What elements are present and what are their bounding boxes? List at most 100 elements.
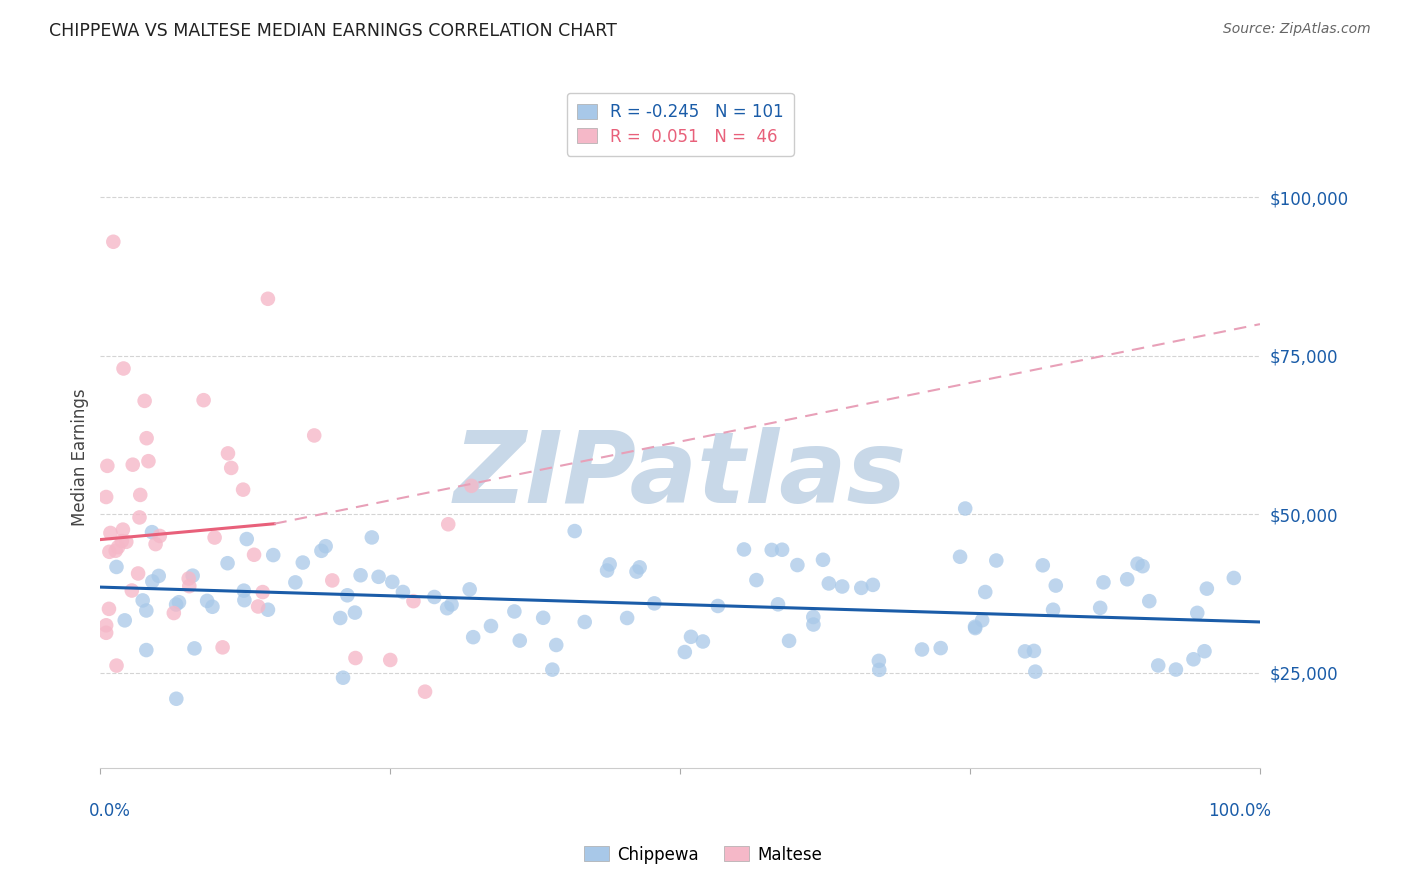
Point (1137, 594, 1160, 608)
Point (193, 393, 215, 408)
Point (129, 488, 152, 502)
Text: ZIPatlas: ZIPatlas (454, 427, 907, 524)
Point (211, 640, 233, 655)
Point (105, 658, 128, 673)
Point (329, 611, 352, 625)
Point (986, 553, 1008, 567)
Point (98, 545, 121, 559)
Point (1194, 644, 1216, 658)
Point (217, 556, 239, 570)
Point (402, 594, 425, 608)
Y-axis label: Median Earnings: Median Earnings (72, 388, 89, 526)
Point (112, 361, 135, 376)
Point (367, 570, 389, 584)
Point (105, 560, 128, 574)
Point (831, 580, 853, 594)
Point (546, 638, 568, 652)
Point (679, 630, 702, 644)
Point (963, 620, 986, 634)
Point (1014, 644, 1036, 658)
Point (413, 684, 436, 698)
Point (163, 606, 186, 620)
Point (236, 532, 259, 546)
Point (94, 490, 117, 504)
Point (1132, 559, 1154, 574)
Point (1223, 571, 1246, 585)
Point (315, 539, 337, 553)
Point (770, 542, 793, 557)
Point (247, 599, 270, 614)
Point (1164, 663, 1187, 677)
Point (201, 599, 224, 614)
Point (135, 603, 157, 617)
Legend: R = -0.245   N = 101, R =  0.051   N =  46: R = -0.245 N = 101, R = 0.051 N = 46 (567, 93, 793, 155)
Point (336, 588, 359, 602)
Point (252, 585, 274, 599)
Point (673, 645, 696, 659)
Point (380, 653, 402, 667)
Point (707, 599, 730, 613)
Point (360, 531, 382, 545)
Point (232, 483, 254, 497)
Point (344, 651, 367, 665)
Point (94, 625, 117, 640)
Point (219, 461, 242, 475)
Point (531, 611, 554, 625)
Point (692, 634, 714, 648)
Point (284, 575, 307, 590)
Point (868, 663, 890, 677)
Text: 100.0%: 100.0% (1209, 802, 1271, 820)
Point (381, 574, 404, 589)
Point (149, 529, 172, 543)
Point (803, 617, 825, 632)
Point (114, 613, 136, 627)
Point (745, 573, 768, 587)
Point (817, 576, 839, 591)
Point (291, 556, 314, 570)
Point (458, 582, 481, 597)
Point (574, 615, 596, 629)
Point (509, 633, 531, 648)
Point (786, 558, 808, 572)
Point (165, 691, 187, 706)
Point (440, 598, 463, 612)
Point (217, 446, 239, 460)
Point (243, 548, 266, 562)
Point (436, 601, 458, 615)
Point (103, 235, 125, 249)
Point (974, 585, 997, 599)
Point (141, 574, 163, 589)
Point (195, 594, 218, 608)
Point (868, 654, 890, 668)
Point (626, 565, 648, 579)
Point (541, 663, 564, 677)
Point (94, 618, 117, 632)
Point (1147, 658, 1170, 673)
Point (463, 630, 485, 644)
Point (1187, 606, 1209, 620)
Point (257, 603, 280, 617)
Point (134, 393, 156, 408)
Point (311, 544, 333, 558)
Point (811, 553, 834, 567)
Point (262, 548, 284, 562)
Point (104, 543, 127, 558)
Point (460, 479, 482, 493)
Point (851, 581, 873, 595)
Point (321, 574, 343, 588)
Point (343, 606, 366, 620)
Point (135, 643, 157, 657)
Point (349, 568, 371, 582)
Text: Source: ZipAtlas.com: Source: ZipAtlas.com (1223, 22, 1371, 37)
Point (302, 428, 325, 442)
Point (179, 579, 201, 593)
Point (128, 510, 150, 524)
Point (911, 642, 934, 657)
Point (111, 534, 134, 549)
Point (98, 602, 121, 616)
Point (616, 611, 638, 625)
Point (167, 595, 190, 609)
Point (1032, 558, 1054, 573)
Point (1116, 572, 1139, 586)
Point (1126, 557, 1149, 571)
